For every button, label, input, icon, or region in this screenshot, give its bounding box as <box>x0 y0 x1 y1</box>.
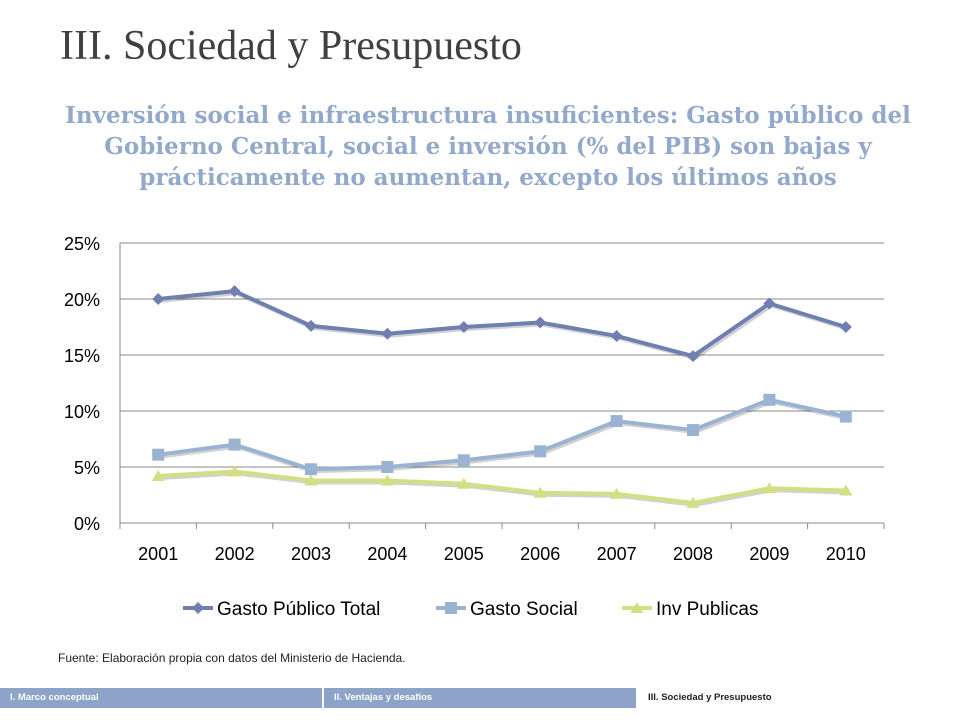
x-tick-label: 2007 <box>597 544 637 564</box>
source-note: Fuente: Elaboración propia con datos del… <box>58 651 406 665</box>
legend-label: Gasto Público Total <box>217 599 380 620</box>
nav-item-marco-conceptual[interactable]: I. Marco conceptual <box>0 688 322 708</box>
y-tick-label: 15% <box>64 346 100 366</box>
data-point <box>457 321 470 333</box>
x-tick-label: 2010 <box>826 544 866 564</box>
data-point <box>839 321 852 333</box>
x-tick-label: 2004 <box>367 544 407 564</box>
data-point <box>686 496 700 508</box>
x-tick-label: 2002 <box>215 544 255 564</box>
slide-subtitle: Inversión social e infraestructura insuf… <box>65 102 911 191</box>
y-tick-label: 10% <box>64 402 100 422</box>
x-tick-label: 2001 <box>138 544 178 564</box>
data-point <box>228 465 242 477</box>
nav-item-sociedad-presupuesto[interactable]: III. Sociedad y Presupuesto <box>638 688 960 708</box>
data-point <box>687 424 699 437</box>
data-point <box>534 316 547 329</box>
data-point <box>228 285 241 298</box>
data-point <box>534 445 547 458</box>
data-point <box>228 438 241 451</box>
legend-marker <box>445 602 457 614</box>
y-tick-label: 20% <box>64 290 100 310</box>
y-tick-label: 25% <box>64 234 100 254</box>
data-point <box>687 350 699 363</box>
nav-item-ventajas-desafios[interactable]: II. Ventajas y desafíos <box>324 688 636 708</box>
x-tick-label: 2006 <box>520 544 560 564</box>
data-point <box>457 454 470 467</box>
data-point <box>151 469 165 481</box>
footer-nav: I. Marco conceptual II. Ventajas y desaf… <box>0 688 960 708</box>
series-line-2 <box>157 397 847 472</box>
data-point <box>610 415 623 428</box>
data-point <box>305 319 317 332</box>
x-tick-label: 2009 <box>749 544 789 564</box>
series-line-3 <box>158 469 846 505</box>
data-point <box>763 297 776 310</box>
x-tick-label: 2003 <box>291 544 331 564</box>
data-point <box>305 463 317 476</box>
data-point <box>304 474 318 486</box>
data-point <box>763 393 776 406</box>
series-line-shadow <box>159 399 849 474</box>
data-point <box>152 293 165 305</box>
legend-label: Gasto Social <box>470 599 578 620</box>
data-point <box>839 484 853 496</box>
y-tick-label: 5% <box>74 458 100 478</box>
data-point <box>457 477 471 489</box>
data-point <box>610 487 624 499</box>
x-tick-label: 2008 <box>673 544 713 564</box>
x-tick-label: 2005 <box>444 544 484 564</box>
y-tick-label: 0% <box>74 514 100 534</box>
legend-marker <box>192 602 204 614</box>
data-point <box>762 482 776 494</box>
series-line-1 <box>157 289 847 359</box>
legend-label: Inv Publicas <box>656 599 758 620</box>
legend-marker <box>630 602 644 613</box>
data-point <box>152 448 165 461</box>
data-point <box>381 327 394 340</box>
data-point <box>610 329 623 342</box>
data-point <box>380 474 394 486</box>
data-point <box>533 486 547 498</box>
data-point <box>381 461 394 473</box>
data-point <box>839 410 852 423</box>
slide-title: III. Sociedad y Presupuesto <box>60 23 522 69</box>
